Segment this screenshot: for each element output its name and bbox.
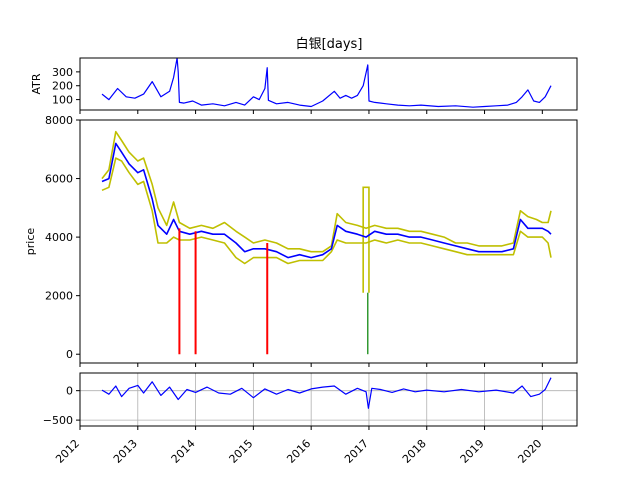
y-tick-label-1: 0 <box>66 385 73 398</box>
plot-area <box>101 130 552 355</box>
oscillator-line <box>101 377 552 409</box>
y-tick-label-3: 6000 <box>45 173 73 186</box>
chart-title: 白银[days] <box>296 36 363 52</box>
y-tick-label-0: 0 <box>66 348 73 361</box>
plot-area <box>101 377 552 409</box>
y-tick-label-4: 8000 <box>45 114 73 127</box>
y-axis-title: price <box>24 228 37 256</box>
atr-line <box>101 58 552 108</box>
band-spike <box>362 186 370 293</box>
x-tick-label-8: 2020 <box>515 437 544 466</box>
x-tick-label-4: 2016 <box>284 437 313 466</box>
x-tick-label-5: 2017 <box>342 437 371 466</box>
price-line <box>101 142 552 259</box>
y-tick-label-1: 2000 <box>45 290 73 303</box>
x-tick-label-0: 2012 <box>53 437 82 466</box>
lower-band-line <box>101 157 552 265</box>
y-tick-label-2: 300 <box>52 66 73 79</box>
x-tick-label-3: 2015 <box>227 437 256 466</box>
x-tick-label-6: 2018 <box>400 437 429 466</box>
x-tick-label-7: 2019 <box>458 437 487 466</box>
axes-frame <box>79 119 578 364</box>
oscillator-panel: −500 0 2012 2013 2014 2015 2016 2017 2018 2019 202… <box>43 372 578 466</box>
plot-area <box>101 58 552 108</box>
y-tick-label-1: 200 <box>52 80 73 93</box>
y-tick-label-0: −500 <box>43 414 73 427</box>
y-tick-label-0: 100 <box>52 94 73 107</box>
y-tick-label-2: 4000 <box>45 231 73 244</box>
price-panel: 0 2000 4000 6000 8000 price <box>24 114 578 367</box>
upper-band-line <box>101 130 552 253</box>
axes-frame <box>79 372 578 427</box>
x-tick-label-2: 2014 <box>169 437 198 466</box>
axes-frame <box>79 57 578 111</box>
x-tick-label-1: 2013 <box>111 437 140 466</box>
y-axis-title: ATR <box>30 73 43 94</box>
